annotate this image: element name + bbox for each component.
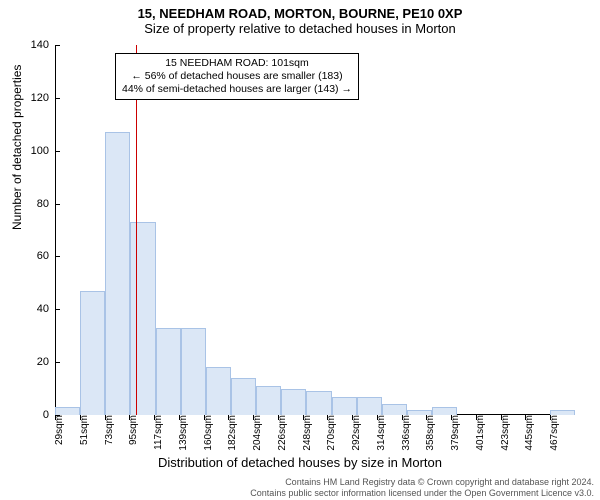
- histogram-bar: [55, 407, 80, 415]
- x-tick-label: 292sqm: [348, 415, 362, 451]
- x-tick-label: 248sqm: [299, 415, 313, 451]
- x-tick-label: 467sqm: [546, 415, 560, 451]
- x-tick-label: 336sqm: [398, 415, 412, 451]
- x-tick-label: 226sqm: [274, 415, 288, 451]
- y-tick: 120: [31, 92, 55, 104]
- bars-container: [55, 45, 575, 415]
- histogram-bar: [306, 391, 331, 415]
- histogram-bar: [281, 389, 306, 415]
- x-tick-label: 445sqm: [521, 415, 535, 451]
- x-tick-label: 117sqm: [150, 415, 164, 450]
- histogram-bar: [357, 397, 382, 416]
- x-tick-label: 358sqm: [422, 415, 436, 451]
- footer-line-2: Contains public sector information licen…: [250, 488, 594, 498]
- x-tick-label: 182sqm: [224, 415, 238, 451]
- annotation-line-2: ← 56% of detached houses are smaller (18…: [122, 70, 352, 83]
- histogram-bar: [432, 407, 457, 415]
- x-tick-label: 314sqm: [373, 415, 387, 451]
- x-tick-label: 423sqm: [497, 415, 511, 451]
- chart-area: 020406080100120140 29sqm51sqm73sqm95sqm1…: [55, 45, 575, 415]
- footer-attribution: Contains HM Land Registry data © Crown c…: [250, 477, 594, 498]
- property-marker-line: [136, 45, 137, 415]
- x-tick-label: 29sqm: [51, 415, 65, 445]
- x-tick-label: 160sqm: [200, 415, 214, 451]
- footer-line-1: Contains HM Land Registry data © Crown c…: [250, 477, 594, 487]
- y-tick: 100: [31, 145, 55, 157]
- histogram-bar: [130, 222, 155, 415]
- x-tick-label: 51sqm: [76, 415, 90, 445]
- histogram-bar: [206, 367, 231, 415]
- page-subtitle: Size of property relative to detached ho…: [0, 21, 600, 36]
- histogram-bar: [80, 291, 105, 415]
- page-title: 15, NEEDHAM ROAD, MORTON, BOURNE, PE10 0…: [0, 6, 600, 21]
- y-tick: 60: [37, 250, 55, 262]
- y-tick: 40: [37, 303, 55, 315]
- y-tick: 140: [31, 39, 55, 51]
- histogram-bar: [256, 386, 281, 415]
- annotation-line-1: 15 NEEDHAM ROAD: 101sqm: [122, 57, 352, 70]
- histogram-bar: [382, 404, 407, 415]
- x-tick-label: 379sqm: [447, 415, 461, 451]
- y-tick: 20: [37, 356, 55, 368]
- annotation-box: 15 NEEDHAM ROAD: 101sqm ← 56% of detache…: [115, 53, 359, 100]
- x-tick-label: 270sqm: [323, 415, 337, 451]
- histogram-bar: [181, 328, 206, 415]
- histogram-bar: [231, 378, 256, 415]
- histogram-bar: [105, 132, 130, 415]
- annotation-line-3: 44% of semi-detached houses are larger (…: [122, 83, 352, 96]
- x-tick-label: 139sqm: [175, 415, 189, 451]
- y-tick: 80: [37, 198, 55, 210]
- x-tick-label: 73sqm: [101, 415, 115, 445]
- histogram-bar: [156, 328, 181, 415]
- x-tick-label: 204sqm: [249, 415, 263, 451]
- x-tick-label: 401sqm: [472, 415, 486, 451]
- histogram-bar: [332, 397, 357, 416]
- y-axis-label: Number of detached properties: [10, 65, 24, 230]
- x-tick-label: 95sqm: [125, 415, 139, 445]
- x-axis-label: Distribution of detached houses by size …: [0, 455, 600, 470]
